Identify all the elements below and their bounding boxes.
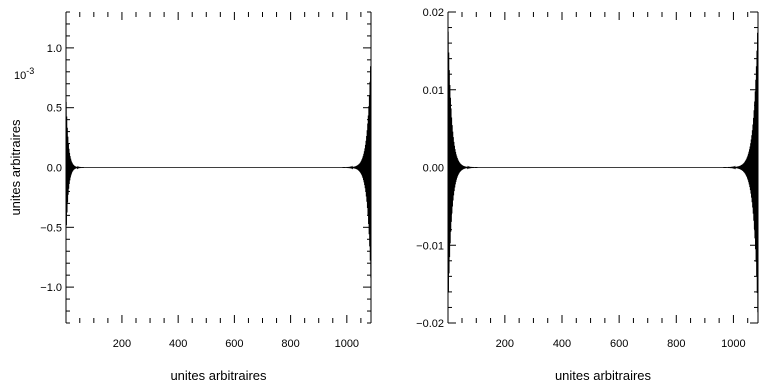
- x-tick-label: 1000: [335, 338, 359, 350]
- x-tick-label: 800: [667, 338, 685, 350]
- y-tick-label: 0.00: [423, 163, 444, 175]
- y-exponent-power: -3: [26, 66, 34, 76]
- x-tick-label: 800: [281, 338, 299, 350]
- x-tick-label: 600: [225, 338, 243, 350]
- x-axis-label: unites arbitraires: [555, 368, 652, 383]
- plot-right: 200 400 600 800 1000 −0.02 −0.01 0.00 0.01 0.02 un…: [416, 7, 759, 383]
- x-tick-label: 400: [553, 338, 571, 350]
- y-tick-label: 0.02: [423, 7, 444, 19]
- signal-line: [447, 11, 759, 316]
- y-tick-label: 1.0: [47, 43, 62, 55]
- y-tick-label: 0.01: [423, 85, 444, 97]
- y-tick-label: −1.0: [40, 282, 62, 294]
- y-tick-label: −0.02: [416, 318, 444, 330]
- y-tick-label: 0.0: [47, 163, 62, 175]
- y-tick-label: 0.5: [47, 103, 62, 115]
- signal-line: [65, 47, 372, 278]
- y-axis-label: unites arbitraires: [8, 119, 23, 216]
- y-exponent-label: 10-3: [14, 66, 34, 82]
- x-axis-label: unites arbitraires: [170, 368, 267, 383]
- y-tick-label: −0.5: [40, 222, 62, 234]
- y-tick-label: −0.01: [416, 240, 444, 252]
- x-tick-label: 1000: [721, 338, 745, 350]
- x-tick-label: 400: [169, 338, 187, 350]
- plot-left: 200 400 600 800 1000 −1.0 −0.5 0.0 0.5 1.0 unites …: [8, 11, 372, 383]
- x-tick-label: 600: [610, 338, 628, 350]
- x-tick-label: 200: [113, 338, 131, 350]
- x-tick-label: 200: [496, 338, 514, 350]
